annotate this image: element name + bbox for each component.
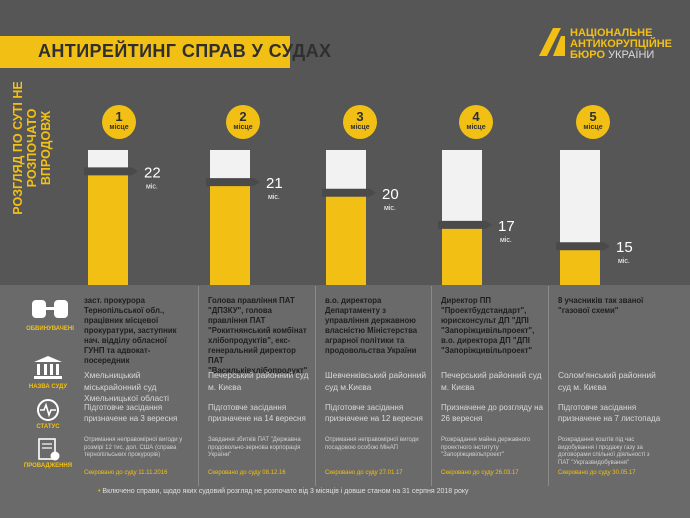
bar-remaining	[560, 150, 600, 247]
accused-text: Голова правління ПАТ "ДПЗКУ", голова пра…	[208, 296, 308, 375]
unit-label: міс.	[146, 182, 158, 190]
rank-number: 4	[472, 109, 480, 124]
rank-word: місце	[109, 124, 129, 131]
column-divider	[431, 286, 432, 486]
value-label: 15	[616, 239, 633, 256]
logo-line-3b: УКРАЇНИ	[608, 49, 655, 61]
rank-badge: 4 місце	[459, 105, 493, 139]
rank-word: місце	[350, 124, 370, 131]
sent-to-court-date: Скеровано до суду 11.11.2016	[84, 470, 168, 476]
title-band	[0, 36, 290, 68]
level-marker	[556, 242, 610, 251]
level-marker	[84, 167, 138, 176]
proceeding-text: Отримання неправомірної вигоди посадовою…	[325, 437, 419, 451]
row-label-status: СТАТУС	[36, 424, 60, 430]
logo-line-1: НАЦІОНАЛЬНЕ	[570, 27, 653, 39]
sent-to-court-date: Скеровано до суду 30.05.17	[558, 470, 636, 476]
proceeding-text: Завдання збитків ПАТ "Державна продоволь…	[208, 437, 301, 458]
logo-text: НАЦІОНАЛЬНЕ АНТИКОРУПЦІЙНЕ БЮРО УКРАЇНИ	[570, 28, 672, 61]
rank-word: місце	[233, 124, 253, 131]
unit-label: міс.	[384, 204, 396, 212]
status-text: Підготовче засідання призначене на 12 ве…	[325, 403, 423, 423]
rank-number: 2	[239, 109, 247, 124]
case-column-1: 1 місце заст. прокурора Тернопільської об…	[80, 0, 190, 518]
bar-value	[88, 171, 128, 285]
courthouse-icon	[34, 356, 62, 379]
status-text: Призначене до розгляду на 26 вересня	[441, 403, 544, 423]
accused-text: Директор ПП "Проектбудстандарт", юрискон…	[441, 296, 535, 355]
footnote: • Включено справи, щодо яких судовий роз…	[98, 488, 469, 495]
status-text: Підготовче засідання призначене на 7 лис…	[558, 403, 661, 423]
column-divider	[315, 286, 316, 486]
proceeding-text: Розкрадання майна державного проектного …	[441, 437, 531, 458]
logo-line-3a: БЮРО	[570, 49, 605, 61]
level-marker	[206, 178, 260, 187]
level-marker	[322, 188, 376, 197]
court-name: Печерський районний суд м. Києва	[441, 370, 542, 392]
details-area	[0, 285, 690, 518]
sent-to-court-date: Скеровано до суду 08.12.16	[208, 470, 286, 476]
column-divider	[548, 286, 549, 486]
handcuffs-icon	[32, 300, 68, 318]
rank-badge: 3 місце	[343, 105, 377, 139]
accused-text: заст. прокурора Тернопільської обл., пра…	[84, 296, 177, 365]
proceeding-text: Розкрадання коштів під час видобування і…	[558, 437, 650, 466]
case-column-3: 3 місце в.о. директора Департаменту з упр…	[321, 0, 431, 518]
bar-remaining	[210, 150, 250, 183]
bar-value	[442, 224, 482, 285]
court-name: Солом'янський районний суд м. Києва	[558, 370, 656, 392]
pulse-status-icon	[37, 399, 59, 421]
status-text: Підготовче засідання призначене на 3 вер…	[84, 403, 178, 423]
unit-label: міс.	[618, 257, 630, 265]
column-divider	[198, 286, 199, 486]
level-marker	[438, 220, 492, 229]
bar-value	[560, 246, 600, 285]
unit-label: міс.	[268, 193, 280, 201]
case-column-5: 5 місце 8 учасників так званої "газової с…	[554, 0, 664, 518]
bar-remaining	[326, 150, 366, 193]
court-name: Печерський районний суд м. Києва	[208, 370, 309, 392]
court-name: Хмельницький міськрайонний суд Хмельниць…	[84, 370, 170, 403]
row-label-proceeding: ПРОВАДЖЕННЯ	[23, 463, 73, 469]
rank-number: 5	[589, 109, 597, 124]
page-title: АНТИРЕЙТИНГ СПРАВ У СУДАХ	[38, 41, 332, 61]
value-label: 17	[498, 218, 515, 235]
sent-to-court-date: Скеровано до суду 26.03.17	[441, 470, 519, 476]
bar-value	[326, 192, 366, 285]
rank-badge: 5 місце	[576, 105, 610, 139]
row-label-accused: ОБВИНУВАЧЕНІ	[26, 326, 74, 332]
value-label: 22	[144, 164, 161, 181]
bar-value	[210, 182, 250, 285]
logo-line-2: АНТИКОРУПЦІЙНЕ	[570, 38, 673, 50]
proceeding-text: Отримання неправомірної вигоди у розмірі…	[84, 437, 183, 458]
court-name: Шевченківський районний суд м.Києва	[325, 370, 427, 392]
case-column-4: 4 місце Директор ПП "Проектбудстандарт", …	[437, 0, 547, 518]
rank-word: місце	[583, 124, 603, 131]
rank-word: місце	[466, 124, 486, 131]
accused-text: в.о. директора Департаменту з управління…	[325, 296, 418, 355]
accused-text: 8 учасників так званої "газової схеми"	[558, 296, 644, 315]
document-check-icon	[38, 438, 60, 461]
rank-number: 1	[115, 109, 123, 124]
sent-to-court-date: Скеровано до суду 27.01.17	[325, 470, 403, 476]
bar-remaining	[88, 150, 128, 172]
rank-badge: 1 місце	[102, 105, 136, 139]
bar-remaining	[442, 150, 482, 225]
nabu-logo-icon	[539, 28, 565, 56]
case-column-2: 2 місце Голова правління ПАТ "ДПЗКУ", гол…	[204, 0, 314, 518]
rank-number: 3	[356, 109, 364, 124]
rank-badge: 2 місце	[226, 105, 260, 139]
value-label: 20	[382, 186, 399, 203]
value-label: 21	[266, 175, 283, 192]
status-text: Підготовче засідання призначене на 14 ве…	[208, 403, 306, 423]
row-label-court: НАЗВА СУДУ	[28, 384, 68, 390]
footnote-text: Включено справи, щодо яких судовий розгл…	[102, 488, 469, 495]
unit-label: міс.	[500, 236, 512, 244]
